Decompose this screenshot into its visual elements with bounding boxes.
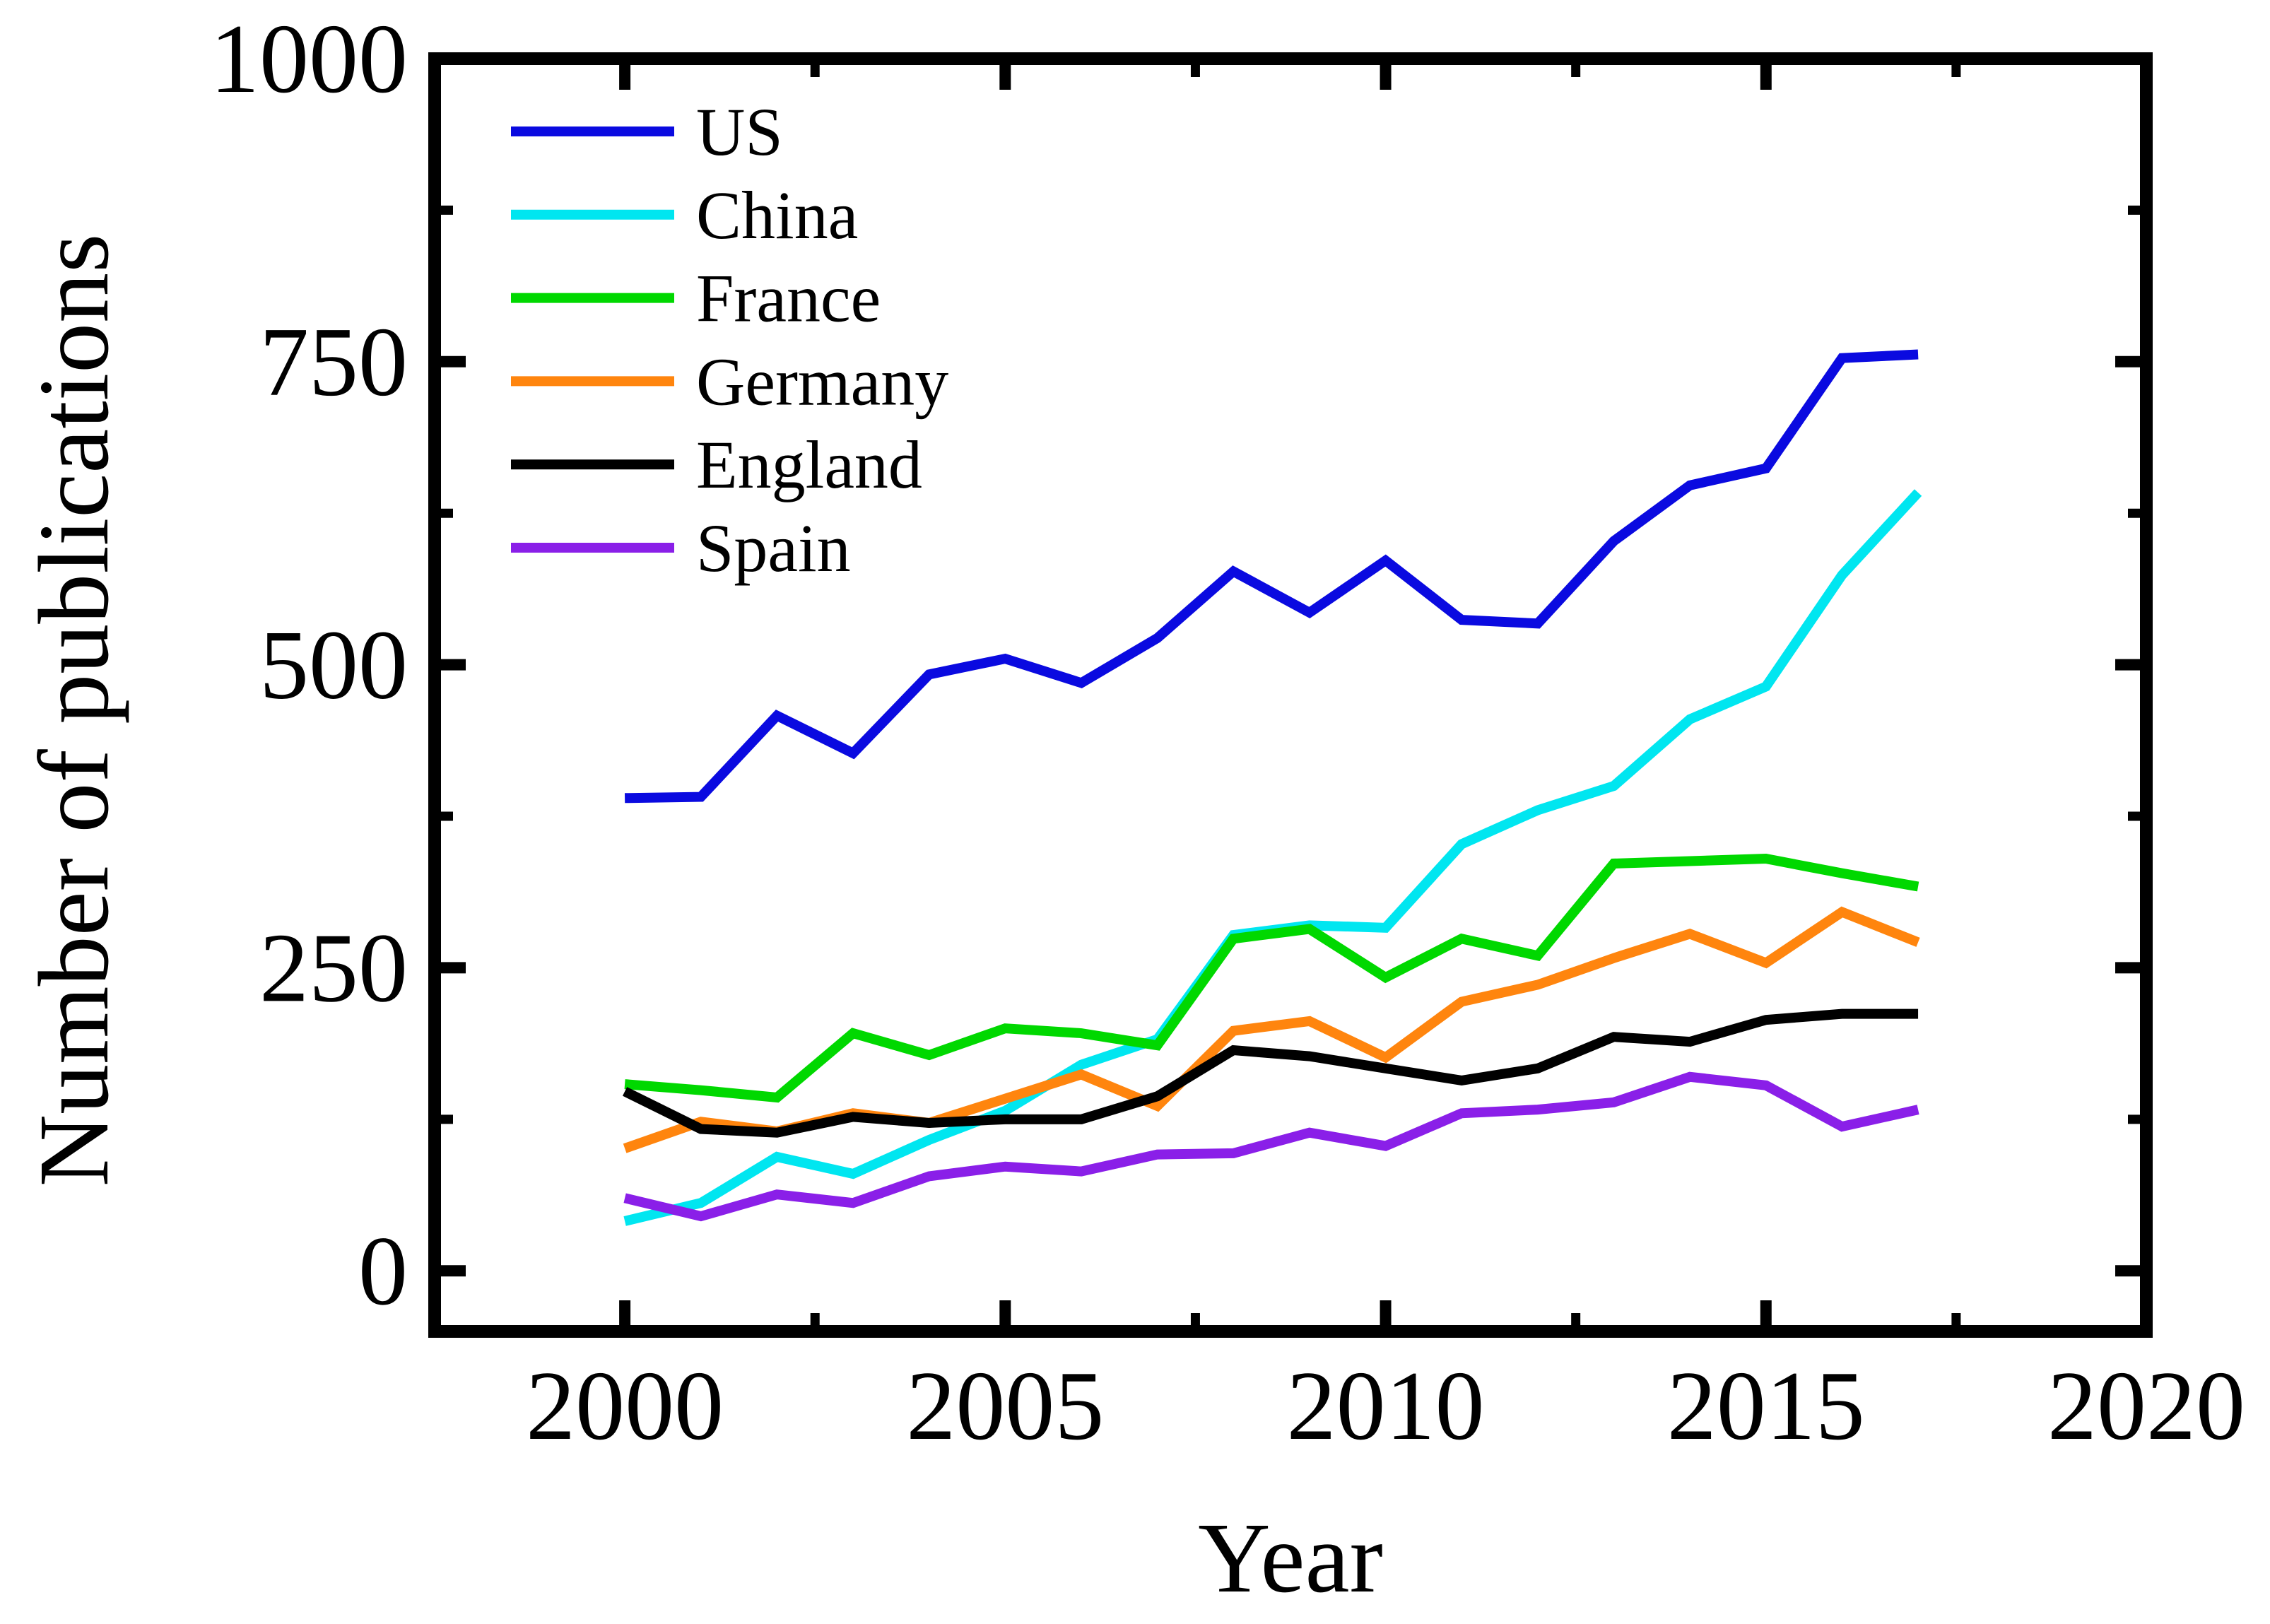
x-tick-label: 2020	[2047, 1351, 2245, 1461]
legend-label-spain: Spain	[696, 510, 851, 586]
legend-item-england: England	[511, 427, 922, 502]
series-lines	[623, 349, 1922, 1226]
legend-label-us: US	[696, 94, 783, 170]
legend-label-china: China	[696, 177, 858, 253]
y-tick-label: 250	[259, 913, 408, 1023]
axes-layer: 2000 2005 2010 2015 2020 0 250 500 750 1000	[210, 4, 2245, 1461]
legend-item-france: France	[511, 261, 881, 336]
axis-titles: Year Number of publications	[18, 234, 1383, 1613]
y-tick-label: 750	[259, 307, 408, 417]
legend-item-china: China	[511, 177, 858, 253]
x-tick-label: 2000	[526, 1351, 724, 1461]
series-line-england	[623, 1008, 1919, 1138]
y-tick-label: 500	[259, 611, 408, 720]
series-line-france	[624, 854, 1919, 1103]
legend-item-germany: Germany	[511, 343, 948, 419]
x-tick-label: 2005	[906, 1351, 1104, 1461]
legend-label-germany: Germany	[696, 343, 948, 419]
x-tick-label: 2015	[1667, 1351, 1865, 1461]
series-line-us	[624, 349, 1919, 804]
plot-box	[428, 52, 2153, 1338]
y-tick-label: 1000	[210, 4, 408, 114]
x-tick-label: 2010	[1287, 1351, 1485, 1461]
y-axis-title: Number of publications	[18, 234, 129, 1187]
series-line-spain	[623, 1071, 1919, 1222]
legend-label-france: France	[696, 261, 881, 336]
y-tick-label: 0	[358, 1216, 408, 1326]
x-axis-title: Year	[1198, 1502, 1383, 1613]
legend-label-england: England	[696, 427, 922, 502]
legend-item-us: US	[511, 94, 783, 170]
legend-item-spain: Spain	[511, 510, 851, 586]
